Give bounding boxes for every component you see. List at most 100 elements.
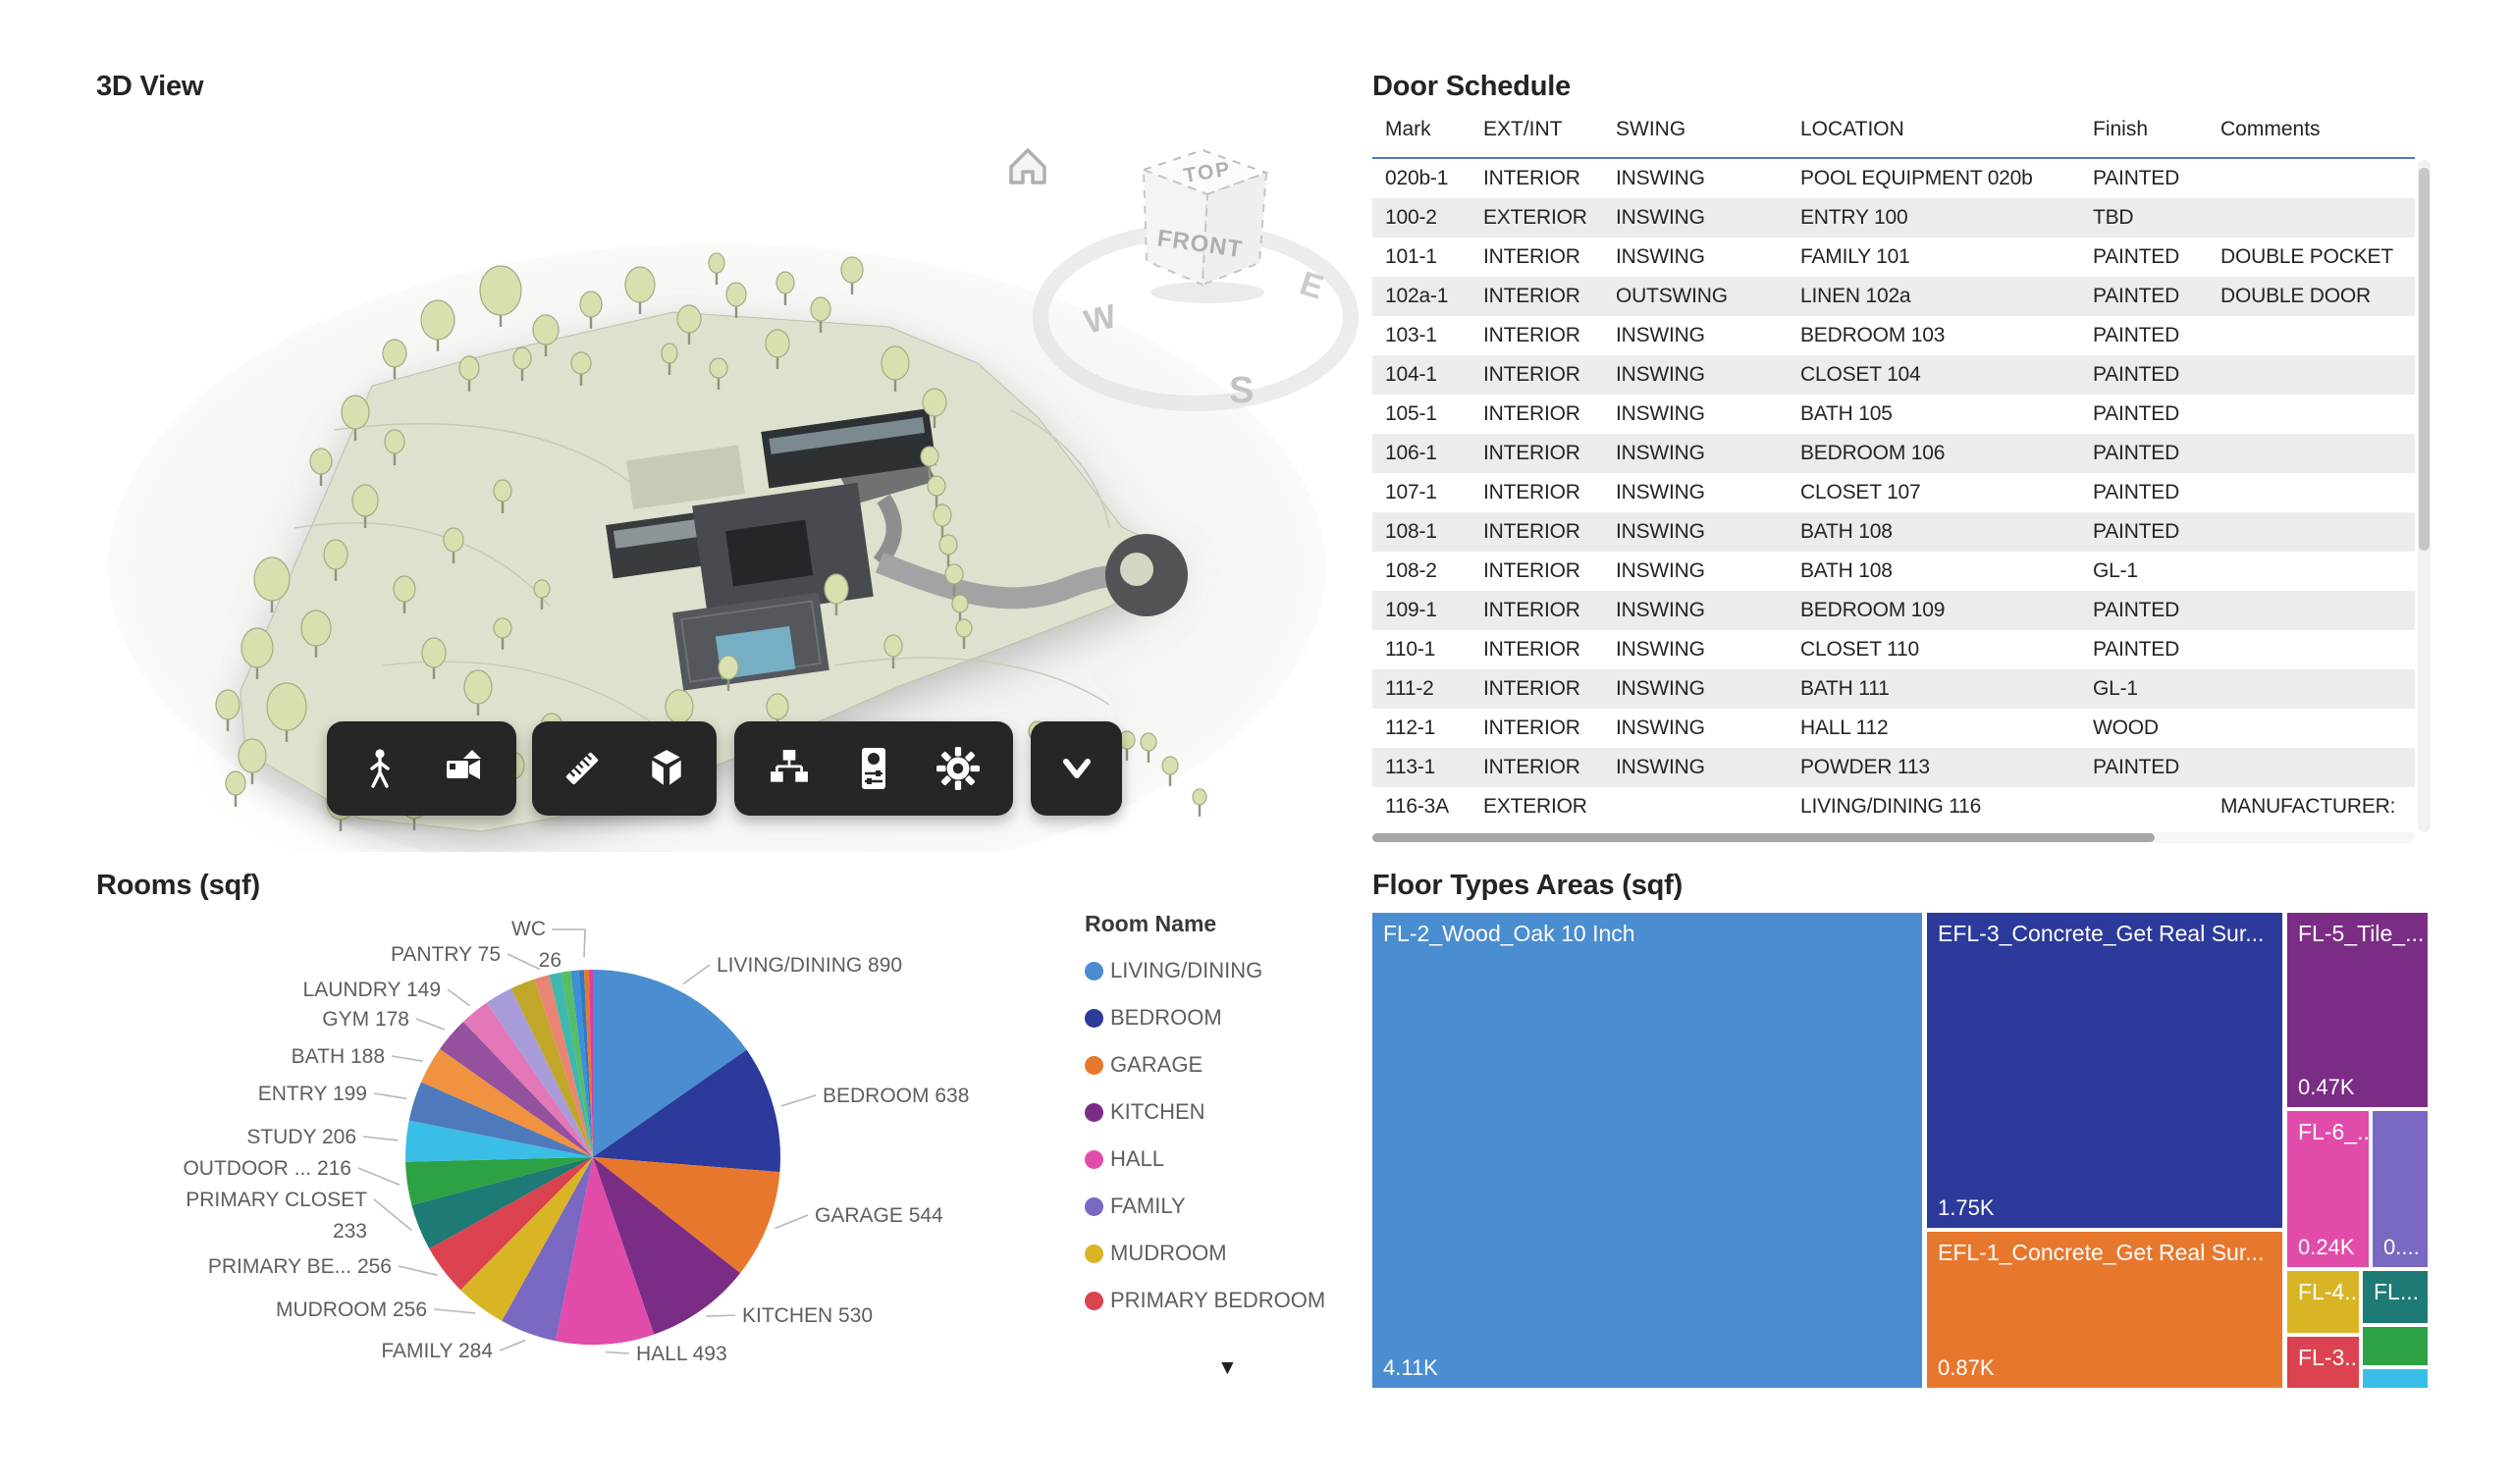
tree (1161, 756, 1179, 775)
pie-slice-pantry[interactable] (534, 975, 593, 1157)
pie-slice-primary-closet[interactable] (411, 1157, 593, 1249)
horizontal-scrollbar-thumb[interactable] (1372, 833, 2155, 842)
table-row[interactable]: 102a-1 INTERIOR OUTSWING LINEN 102a PAINTED D… (1372, 277, 2415, 316)
pie-slice-unlabeled[interactable] (549, 972, 593, 1157)
pie-slice-hall[interactable] (555, 1157, 655, 1346)
pie-slice-outdoor-[interactable] (405, 1157, 593, 1205)
column-header-comments[interactable]: Comments (2208, 106, 2415, 159)
treemap-block-efl-3-concrete-get-real-sur-[interactable]: EFL-3_Concrete_Get Real Sur... 1.75K (1927, 913, 2282, 1228)
home-icon[interactable] (1009, 148, 1046, 185)
pie-data-label: GYM 178 (322, 1008, 409, 1031)
pie-slice-unlabeled[interactable] (570, 970, 593, 1158)
table-cell: INTERIOR (1483, 756, 1580, 778)
treemap-block-fl-3-[interactable]: FL-3... (2287, 1337, 2359, 1388)
house-model[interactable] (596, 408, 962, 698)
compass-south[interactable]: S (1229, 370, 1254, 411)
treemap-block-fl-2-wood-oak-10-inch[interactable]: FL-2_Wood_Oak 10 Inch 4.11K (1372, 913, 1922, 1388)
table-row[interactable]: 108-2 INTERIOR INSWING BATH 108 GL-1 (1372, 552, 2415, 591)
vertical-scrollbar-thumb[interactable] (2419, 168, 2430, 551)
treemap-block-unlabeled[interactable] (2363, 1369, 2428, 1388)
ruler-icon[interactable] (559, 745, 606, 792)
pie-slice-unlabeled[interactable] (588, 969, 593, 1157)
legend-item-label: PRIMARY BEDROOM (1110, 1288, 1326, 1312)
chevron-down-icon[interactable]: ▼ (1217, 1356, 1238, 1379)
legend-item-label: KITCHEN (1110, 1099, 1205, 1124)
legend-item-hall[interactable]: HALL (1085, 1136, 1379, 1183)
table-row[interactable]: 108-1 INTERIOR INSWING BATH 108 PAINTED (1372, 512, 2415, 552)
table-row[interactable]: 020b-1 INTERIOR INSWING POOL EQUIPMENT 020b… (1372, 158, 2415, 198)
pie-slice-unlabeled[interactable] (583, 970, 593, 1157)
properties-panel-icon[interactable] (850, 745, 897, 792)
person-icon[interactable] (356, 745, 403, 792)
table-row[interactable]: 107-1 INTERIOR INSWING CLOSET 107 PAINTED (1372, 473, 2415, 512)
table-row[interactable]: 113-1 INTERIOR INSWING POWDER 113 PAINTED (1372, 748, 2415, 787)
legend-item-label: GARAGE (1110, 1052, 1203, 1077)
compass-east[interactable]: E (1296, 264, 1328, 306)
door-schedule-table[interactable]: Mark EXT/INT SWING LOCATION Finish Comments 0… (1372, 106, 2415, 826)
pie-slice-primary-be-[interactable] (429, 1157, 593, 1291)
table-row[interactable]: 104-1 INTERIOR INSWING CLOSET 104 PAINTED (1372, 355, 2415, 395)
video-camera-icon[interactable] (441, 745, 488, 792)
3d-viewport[interactable]: W E S TOP FRONT (88, 116, 1374, 852)
table-row[interactable]: 103-1 INTERIOR INSWING BEDROOM 103 PAINTED (1372, 316, 2415, 355)
tree (382, 339, 407, 368)
treemap-block-efl-1-concrete-get-real-sur-[interactable]: EFL-1_Concrete_Get Real Sur... 0.87K (1927, 1232, 2282, 1388)
pie-slice-bath[interactable] (421, 1048, 593, 1157)
table-cell: PAINTED (2093, 756, 2180, 778)
pie-slice-wc[interactable] (578, 970, 593, 1157)
view-cube[interactable]: W E S TOP FRONT (1033, 148, 1359, 411)
table-scrollbar-vertical[interactable] (2418, 160, 2431, 832)
table-row[interactable]: 110-1 INTERIOR INSWING CLOSET 110 PAINTED (1372, 630, 2415, 669)
treemap-block-unlabeled[interactable]: 0.... (2373, 1111, 2428, 1267)
legend-item-living-dining[interactable]: LIVING/DINING (1085, 947, 1379, 994)
table-cell: BATH 105 (1800, 402, 1893, 425)
gear-icon[interactable] (935, 745, 982, 792)
pie-slice-bedroom[interactable] (593, 1049, 781, 1173)
column-header-finish[interactable]: Finish (2080, 106, 2208, 159)
table-scrollbar-horizontal[interactable] (1372, 832, 2415, 843)
table-row[interactable]: 106-1 INTERIOR INSWING BEDROOM 106 PAINTED (1372, 434, 2415, 473)
treemap-block-fl-4-[interactable]: FL-4... (2287, 1271, 2359, 1333)
treemap-block-fl-[interactable]: FL... (2363, 1271, 2428, 1323)
chevron-down-icon[interactable] (1053, 745, 1100, 792)
pie-slice-unlabeled[interactable] (510, 979, 593, 1158)
legend-item-bedroom[interactable]: BEDROOM (1085, 994, 1379, 1041)
table-row[interactable]: 101-1 INTERIOR INSWING FAMILY 101 PAINTED DOU… (1372, 238, 2415, 277)
pie-slice-living-dining[interactable] (593, 970, 747, 1157)
hierarchy-icon[interactable] (766, 745, 813, 792)
column-header-ext-int[interactable]: EXT/INT (1470, 106, 1603, 159)
legend-item-label: LIVING/DINING (1110, 958, 1263, 982)
table-row[interactable]: 116-3A EXTERIOR LIVING/DINING 116 MANUFACTU… (1372, 787, 2415, 826)
pie-data-label: LIVING/DINING 890 (717, 954, 902, 977)
pie-slice-entry[interactable] (408, 1082, 593, 1158)
pie-slice-garage[interactable] (593, 1157, 780, 1274)
pie-slice-family[interactable] (502, 1157, 593, 1342)
cube-3d-icon[interactable] (643, 745, 690, 792)
pie-slice-study[interactable] (405, 1120, 593, 1162)
column-header-swing[interactable]: SWING (1603, 106, 1788, 159)
column-header-location[interactable]: LOCATION (1788, 106, 2080, 159)
table-row[interactable]: 111-2 INTERIOR INSWING BATH 111 GL-1 (1372, 669, 2415, 709)
legend-item-garage[interactable]: GARAGE (1085, 1041, 1379, 1088)
legend-item-primary-bedroom[interactable]: PRIMARY BEDROOM (1085, 1277, 1379, 1324)
table-row[interactable]: 112-1 INTERIOR INSWING HALL 112 WOOD (1372, 709, 2415, 748)
tree (951, 594, 969, 613)
table-row[interactable]: 105-1 INTERIOR INSWING BATH 105 PAINTED (1372, 395, 2415, 434)
legend-item-family[interactable]: FAMILY (1085, 1183, 1379, 1230)
pie-slice-laundry[interactable] (462, 1002, 593, 1157)
treemap-block-label: FL-4... (2298, 1279, 2359, 1304)
table-row[interactable]: 109-1 INTERIOR INSWING BEDROOM 109 PAINTED (1372, 591, 2415, 630)
pie-slice-unlabeled[interactable] (486, 988, 593, 1157)
table-row[interactable]: 100-2 EXTERIOR INSWING ENTRY 100 TBD (1372, 198, 2415, 238)
pie-slice-mudroom[interactable] (460, 1157, 593, 1321)
pie-slice-gym[interactable] (440, 1022, 593, 1157)
pie-slice-unlabeled[interactable] (561, 971, 593, 1157)
treemap-block-fl-5-tile-[interactable]: FL-5_Tile_... 0.47K (2287, 913, 2428, 1107)
treemap-block-unlabeled[interactable] (2363, 1327, 2428, 1365)
pie-slice-kitchen[interactable] (593, 1157, 741, 1335)
legend-item-kitchen[interactable]: KITCHEN (1085, 1088, 1379, 1136)
column-header-mark[interactable]: Mark (1372, 106, 1470, 159)
rooms-pie-chart[interactable]: LIVING/DINING 890 BEDROOM 638 GARAGE 544 KI… (88, 908, 1364, 1443)
legend-item-mudroom[interactable]: MUDROOM (1085, 1230, 1379, 1277)
treemap-block-fl-6-[interactable]: FL-6_... 0.24K (2287, 1111, 2369, 1267)
